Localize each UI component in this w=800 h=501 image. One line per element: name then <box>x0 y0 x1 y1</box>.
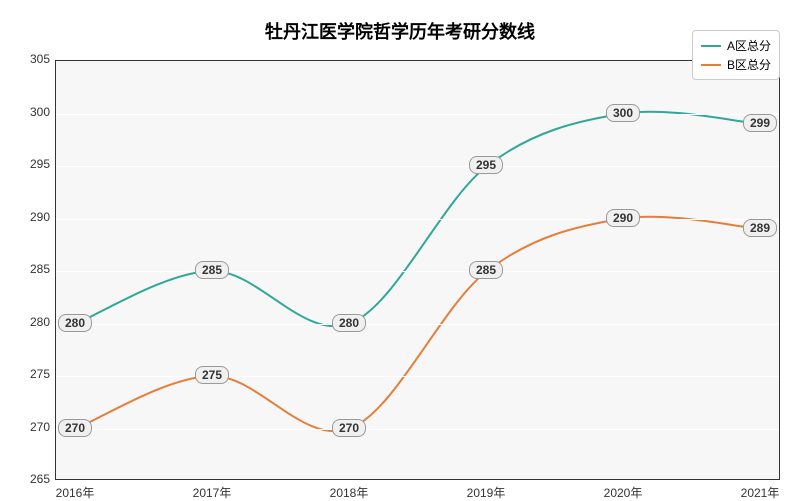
x-tick-label: 2017年 <box>182 484 242 501</box>
legend-label-a: A区总分 <box>727 37 771 54</box>
gridline <box>56 166 779 167</box>
data-label: 280 <box>332 314 366 332</box>
gridline <box>56 324 779 325</box>
x-tick-label: 2019年 <box>456 484 516 501</box>
x-tick-label: 2016年 <box>45 484 105 501</box>
legend-item-a: A区总分 <box>701 37 771 54</box>
gridline <box>56 219 779 220</box>
y-tick-label: 300 <box>20 105 50 119</box>
gridline <box>56 114 779 115</box>
x-tick-label: 2018年 <box>319 484 379 501</box>
legend-swatch-a <box>701 45 721 47</box>
data-label: 275 <box>195 366 229 384</box>
y-tick-label: 305 <box>20 52 50 66</box>
data-label: 285 <box>469 261 503 279</box>
gridline <box>56 429 779 430</box>
y-tick-label: 295 <box>20 157 50 171</box>
legend-label-b: B区总分 <box>727 56 771 73</box>
data-label: 299 <box>743 114 777 132</box>
data-label: 295 <box>469 156 503 174</box>
legend: A区总分 B区总分 <box>692 30 780 80</box>
y-tick-label: 285 <box>20 262 50 276</box>
y-tick-label: 290 <box>20 210 50 224</box>
legend-item-b: B区总分 <box>701 56 771 73</box>
plot-area <box>55 60 780 480</box>
y-tick-label: 280 <box>20 315 50 329</box>
data-label: 270 <box>58 419 92 437</box>
data-label: 270 <box>332 419 366 437</box>
data-label: 285 <box>195 261 229 279</box>
y-tick-label: 275 <box>20 367 50 381</box>
chart-title: 牡丹江医学院哲学历年考研分数线 <box>0 18 800 44</box>
data-label: 290 <box>606 209 640 227</box>
y-tick-label: 270 <box>20 420 50 434</box>
data-label: 280 <box>58 314 92 332</box>
gridline <box>56 271 779 272</box>
gridline <box>56 376 779 377</box>
x-tick-label: 2021年 <box>730 484 790 501</box>
chart-container: 牡丹江医学院哲学历年考研分数线 A区总分 B区总分 26527027528028… <box>0 0 800 500</box>
legend-swatch-b <box>701 64 721 66</box>
data-label: 289 <box>743 219 777 237</box>
data-label: 300 <box>606 104 640 122</box>
x-tick-label: 2020年 <box>593 484 653 501</box>
